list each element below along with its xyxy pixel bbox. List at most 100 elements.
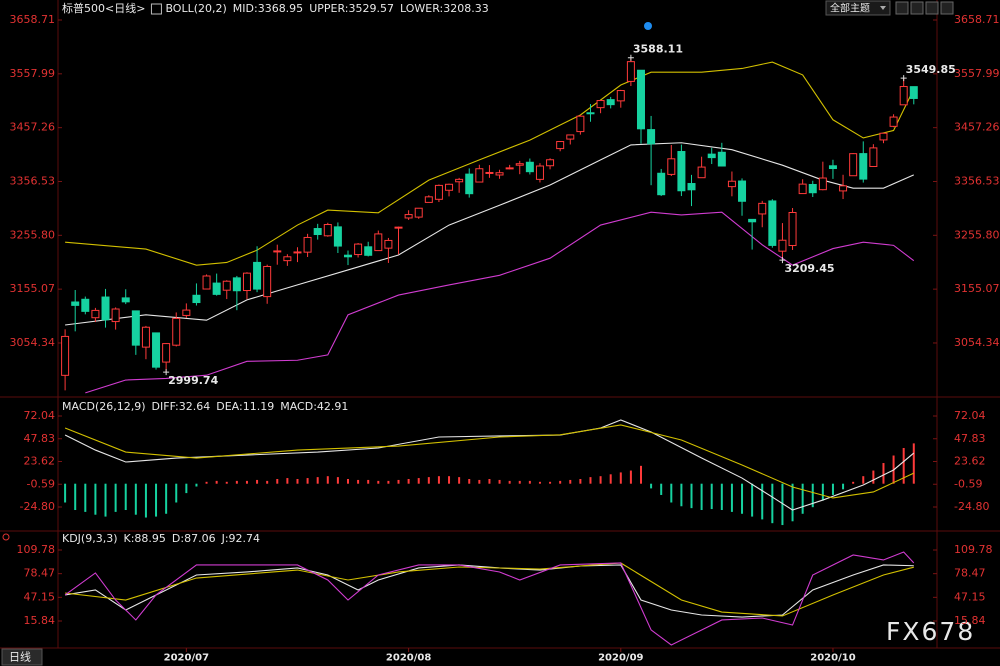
candle-body bbox=[748, 218, 757, 223]
indicator-line bbox=[64, 424, 915, 499]
macd-bar bbox=[811, 483, 814, 508]
legend-text: BOLL(20,2) bbox=[165, 2, 226, 15]
panel-icon[interactable] bbox=[2, 533, 10, 541]
macd-bar bbox=[831, 483, 834, 495]
candle-body bbox=[505, 167, 514, 170]
macd-bar bbox=[589, 477, 592, 484]
legend-text: J:92.74 bbox=[221, 532, 260, 545]
macd-bar bbox=[821, 483, 824, 501]
tool-icon[interactable] bbox=[910, 1, 924, 15]
candle-body bbox=[313, 228, 322, 236]
macd-bar bbox=[225, 481, 228, 484]
candle-body bbox=[283, 256, 292, 262]
toolbar: 全部主题 bbox=[825, 0, 954, 16]
macd-bar bbox=[185, 483, 188, 494]
macd-bar bbox=[569, 479, 572, 484]
candle-body bbox=[576, 115, 585, 133]
tool-icon[interactable] bbox=[895, 1, 909, 15]
macd-bar bbox=[245, 480, 248, 484]
period-tab[interactable] bbox=[1, 648, 43, 666]
macd-bar bbox=[771, 483, 774, 524]
candle-body bbox=[61, 335, 70, 376]
annotation-label: 2999.74 bbox=[168, 374, 218, 387]
event-dot[interactable] bbox=[644, 22, 652, 30]
indicator-line bbox=[64, 551, 915, 646]
legend-text: 标普500 bbox=[62, 1, 105, 15]
macd-bar bbox=[579, 479, 582, 484]
y-tick-label: 23.62 bbox=[24, 455, 56, 468]
y-tick-label: 3255.80 bbox=[954, 228, 1000, 241]
macd-bar bbox=[165, 483, 168, 514]
y-tick-label: 109.78 bbox=[954, 543, 993, 556]
candle-body bbox=[546, 159, 555, 167]
macd-bar bbox=[690, 483, 693, 509]
y-tick-label: -0.59 bbox=[27, 477, 55, 490]
annotation-marker bbox=[900, 75, 907, 82]
x-tick-label: 2020/09 bbox=[598, 653, 643, 664]
period-tab-label[interactable]: 日线 bbox=[9, 650, 31, 664]
candle-body bbox=[202, 275, 211, 290]
macd-bar bbox=[175, 483, 178, 503]
candle-body bbox=[899, 86, 908, 106]
y-tick-label: -0.59 bbox=[954, 477, 982, 490]
candle-body bbox=[404, 214, 413, 219]
macd-bar bbox=[761, 483, 764, 520]
y-tick-label: 3457.26 bbox=[10, 121, 56, 134]
macd-bar bbox=[619, 472, 622, 484]
tool-icon[interactable] bbox=[925, 1, 939, 15]
y-tick-label: 23.62 bbox=[954, 455, 986, 468]
candle-body bbox=[909, 86, 918, 99]
y-tick-label: 47.15 bbox=[24, 590, 56, 603]
candle-body bbox=[788, 211, 797, 247]
macd-bar bbox=[538, 481, 541, 484]
candle-body bbox=[222, 280, 231, 291]
candle-body bbox=[818, 177, 827, 191]
dropdown-arrow[interactable] bbox=[880, 6, 886, 10]
macd-bar bbox=[74, 483, 77, 511]
candle-body bbox=[394, 226, 403, 229]
candle-body bbox=[798, 183, 807, 195]
candle-body bbox=[677, 151, 686, 192]
theme-button[interactable] bbox=[825, 0, 891, 16]
macd-bar bbox=[286, 478, 289, 484]
macd-bar bbox=[407, 479, 410, 484]
candle-body bbox=[849, 153, 858, 177]
annotation-marker bbox=[163, 369, 170, 376]
tool-icon[interactable] bbox=[940, 1, 954, 15]
candle-body bbox=[616, 90, 625, 102]
y-tick-label: 72.04 bbox=[954, 409, 986, 422]
candle-body bbox=[455, 178, 464, 183]
theme-button-label[interactable]: 全部主题 bbox=[830, 2, 870, 15]
macd-bar bbox=[266, 480, 269, 484]
macd-bar bbox=[549, 481, 552, 484]
candle-body bbox=[374, 233, 383, 252]
annotation-label: 3549.85 bbox=[906, 63, 956, 76]
macd-bar bbox=[478, 479, 481, 484]
indicator-icon bbox=[150, 3, 162, 15]
y-tick-label: 78.47 bbox=[24, 567, 56, 580]
macd-bar bbox=[367, 479, 370, 484]
candle-body bbox=[566, 134, 575, 140]
y-tick-label: 3356.53 bbox=[954, 174, 1000, 187]
candle-body bbox=[343, 254, 352, 258]
macd-bar bbox=[741, 483, 744, 514]
candle-body bbox=[323, 224, 332, 237]
macd-bar bbox=[306, 478, 309, 484]
macd-bar bbox=[417, 478, 420, 484]
candle-body bbox=[131, 310, 140, 346]
candle-body bbox=[586, 112, 595, 115]
candle-body bbox=[414, 207, 423, 218]
y-tick-label: 47.83 bbox=[954, 432, 986, 445]
macd-bar bbox=[114, 483, 117, 512]
macd-bar bbox=[650, 483, 653, 489]
candle-body bbox=[162, 343, 171, 363]
legend-text: MACD(26,12,9) bbox=[62, 400, 146, 413]
candle-body bbox=[525, 161, 534, 173]
y-tick-label: 3557.99 bbox=[954, 67, 1000, 80]
legend-text: UPPER:3529.57 bbox=[309, 2, 394, 15]
macd-bar bbox=[559, 480, 562, 484]
candle-body bbox=[71, 301, 80, 306]
macd-bar bbox=[700, 483, 703, 511]
